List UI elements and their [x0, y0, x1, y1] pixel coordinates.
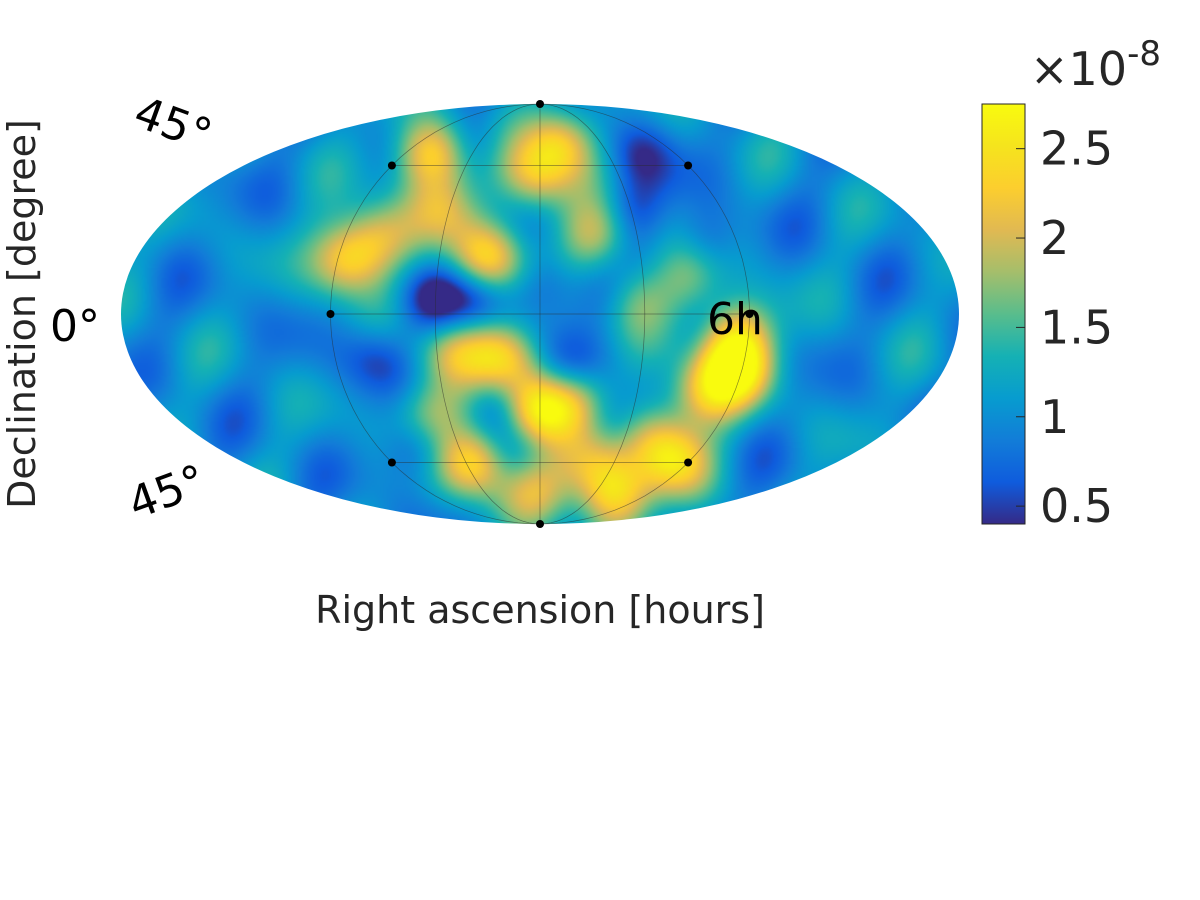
boundary-tick	[326, 310, 335, 318]
colorbar-exponent-power: -8	[1127, 34, 1161, 74]
colorbar-tick-label: 1	[1040, 390, 1069, 444]
colorbar-frame	[981, 103, 1026, 525]
boundary-tick	[745, 310, 754, 318]
dec-label-south: 45°	[122, 455, 213, 530]
colorbar-ticks: 0.5 1 1.5 2 2.5	[1016, 122, 1113, 533]
x-axis-label: Right ascension [hours]	[315, 588, 765, 632]
colorbar-tick-label: 0.5	[1040, 479, 1113, 533]
boundary-tick	[387, 161, 396, 170]
dec-label-north: 45°	[128, 87, 219, 162]
dec-label-equator: 0°	[50, 301, 100, 352]
boundary-tick	[684, 161, 693, 170]
boundary-ticks	[326, 100, 754, 528]
colorbar-gradient	[982, 104, 1025, 524]
ra-label-center: 6h	[707, 294, 763, 345]
boundary-tick	[387, 458, 396, 467]
boundary-tick	[536, 520, 544, 528]
colorbar-exponent-base: ×10	[1030, 42, 1127, 96]
colorbar-exponent: ×10-8	[1030, 34, 1161, 96]
colorbar-tick-label: 2.5	[1040, 122, 1113, 176]
boundary-tick	[684, 458, 693, 467]
graticule	[330, 103, 750, 525]
colorbar-tick-label: 1.5	[1040, 300, 1113, 354]
boundary-tick	[536, 100, 544, 108]
colorbar-tick-label: 2	[1040, 211, 1069, 265]
colorbar: 0.5 1 1.5 2 2.5 ×10-8	[981, 34, 1161, 533]
y-axis-label: Declination [degree]	[0, 119, 44, 509]
